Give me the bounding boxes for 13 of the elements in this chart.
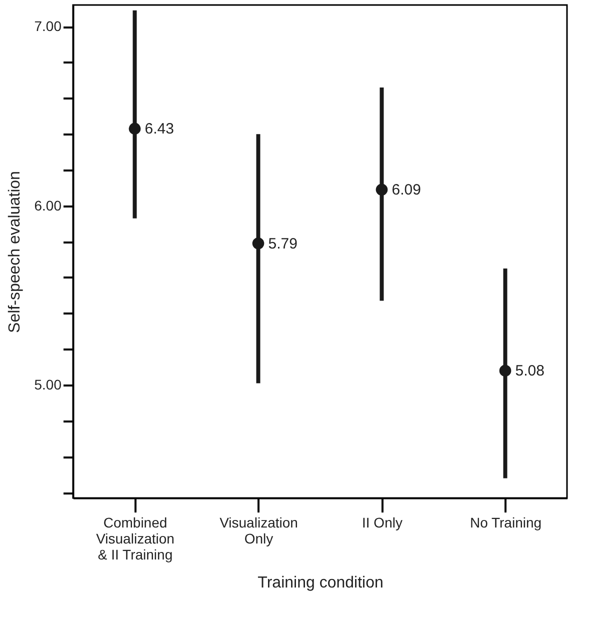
y-tick-label: 7.00 [34, 18, 62, 34]
data-label: 5.79 [268, 235, 298, 252]
x-tick-label: Combined Visualization & II Training [96, 514, 174, 562]
x-axis-title: Training condition [258, 574, 384, 592]
x-tick-label: II Only [362, 514, 402, 530]
x-tick-label: Visualization Only [220, 514, 298, 546]
data-label: 6.43 [144, 120, 174, 138]
data-label: 6.09 [392, 182, 421, 199]
y-tick-label: 5.00 [34, 376, 62, 393]
y-axis-title: Self-speech evaluation [6, 171, 24, 333]
x-tick-label: No Training [470, 514, 542, 530]
y-tick-label: 6.00 [34, 197, 62, 214]
data-label: 5.08 [515, 362, 544, 380]
